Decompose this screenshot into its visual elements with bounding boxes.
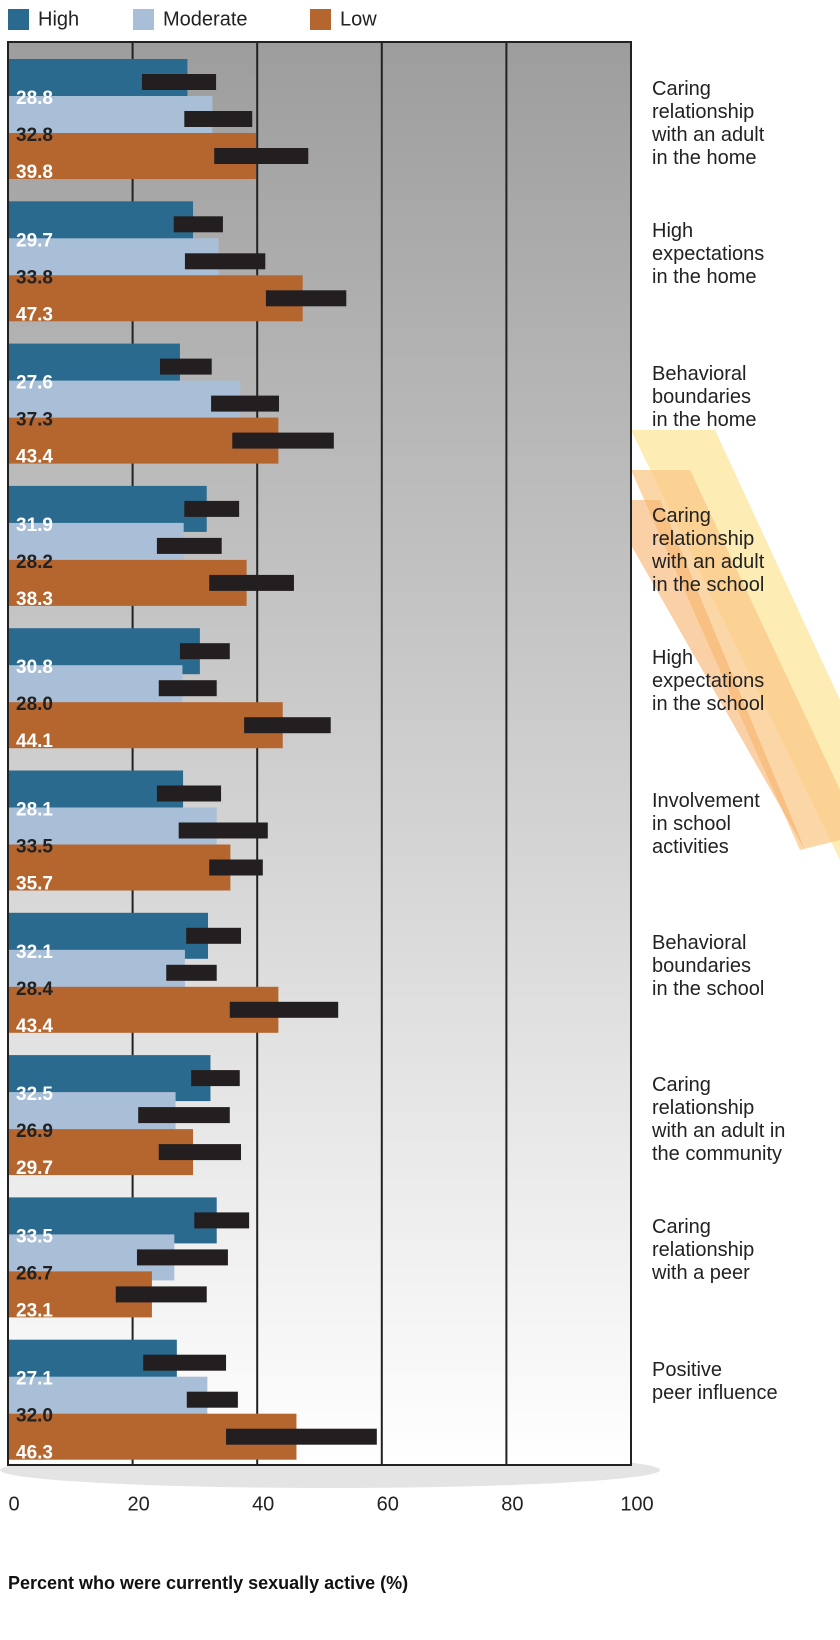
category-label: High expectations in the home bbox=[652, 220, 765, 289]
error-bar bbox=[186, 927, 242, 944]
error-bar bbox=[156, 537, 222, 554]
category-label: Caring relationship with an adult in the… bbox=[652, 504, 765, 596]
error-bar bbox=[158, 1144, 242, 1161]
value-label: 43.4 bbox=[16, 447, 53, 468]
value-label: 26.7 bbox=[16, 1263, 53, 1284]
value-label: 37.3 bbox=[16, 410, 53, 431]
bar bbox=[8, 844, 231, 891]
error-bar bbox=[141, 74, 217, 90]
category-label: High expectations in the school bbox=[652, 647, 765, 716]
x-tick-label: 60 bbox=[377, 1493, 399, 1515]
bar bbox=[8, 559, 247, 606]
value-label: 28.0 bbox=[16, 694, 53, 715]
error-bar bbox=[214, 148, 309, 164]
value-label: 28.2 bbox=[16, 552, 53, 573]
value-label: 44.1 bbox=[16, 731, 53, 752]
error-bar bbox=[184, 111, 253, 127]
legend-swatch bbox=[133, 9, 154, 30]
plot-frame bbox=[7, 41, 632, 1466]
error-bar bbox=[173, 216, 223, 233]
x-tick-label: 100 bbox=[620, 1493, 653, 1515]
value-label: 32.8 bbox=[16, 125, 53, 146]
error-bar bbox=[166, 964, 217, 981]
error-bar bbox=[265, 290, 347, 307]
error-bar bbox=[115, 1286, 207, 1303]
error-bar bbox=[232, 432, 334, 449]
value-label: 31.9 bbox=[16, 515, 53, 536]
legend-swatch bbox=[310, 9, 331, 30]
value-label: 46.3 bbox=[16, 1443, 53, 1464]
error-bar bbox=[156, 785, 222, 802]
value-label: 29.7 bbox=[16, 1158, 53, 1179]
legend-label: High bbox=[38, 8, 79, 30]
x-tick-label: 40 bbox=[252, 1493, 274, 1515]
x-tick-label: 0 bbox=[8, 1493, 19, 1515]
error-bar bbox=[244, 717, 331, 734]
legend-label: Moderate bbox=[163, 8, 248, 30]
error-bar bbox=[184, 500, 240, 517]
value-label: 32.1 bbox=[16, 942, 53, 963]
error-bar bbox=[186, 1391, 238, 1408]
value-label: 43.4 bbox=[16, 1016, 53, 1037]
x-axis-label: Percent who were currently sexually acti… bbox=[8, 1573, 408, 1593]
error-bar bbox=[209, 574, 294, 591]
error-bar bbox=[229, 1001, 339, 1018]
value-label: 29.7 bbox=[16, 230, 53, 251]
x-tick-label: 20 bbox=[127, 1493, 149, 1515]
error-bar bbox=[178, 822, 268, 839]
category-label: Behavioral boundaries in the home bbox=[652, 362, 757, 431]
value-label: 30.8 bbox=[16, 657, 53, 678]
value-label: 39.8 bbox=[16, 162, 53, 183]
value-label: 47.3 bbox=[16, 304, 53, 325]
error-bar bbox=[191, 1070, 240, 1087]
legend-label: Low bbox=[340, 8, 377, 30]
value-label: 26.9 bbox=[16, 1121, 53, 1142]
value-label: 33.8 bbox=[16, 267, 53, 288]
category-label: Caring relationship with an adult in the… bbox=[652, 78, 765, 169]
value-label: 32.0 bbox=[16, 1406, 53, 1427]
error-bar bbox=[160, 358, 212, 375]
error-bar bbox=[136, 1249, 228, 1266]
error-bar bbox=[211, 395, 280, 412]
value-label: 35.7 bbox=[16, 874, 53, 895]
value-label: 32.5 bbox=[16, 1084, 53, 1105]
error-bar bbox=[184, 253, 266, 270]
value-label: 27.6 bbox=[16, 373, 53, 394]
value-label: 28.1 bbox=[16, 800, 53, 821]
category-label: Behavioral boundaries in the school bbox=[652, 931, 765, 1000]
error-bar bbox=[143, 1354, 227, 1371]
value-label: 38.3 bbox=[16, 589, 53, 610]
error-bar bbox=[158, 680, 217, 697]
x-tick-label: 80 bbox=[501, 1493, 523, 1515]
category-label: Involvement in school activities bbox=[652, 789, 760, 858]
error-bar bbox=[226, 1428, 377, 1445]
category-label: Caring relationship with an adult in the… bbox=[652, 1074, 786, 1166]
value-label: 28.8 bbox=[16, 88, 53, 109]
value-label: 28.4 bbox=[16, 979, 53, 1000]
error-bar bbox=[194, 1212, 250, 1229]
value-label: 33.5 bbox=[16, 837, 53, 858]
value-label: 23.1 bbox=[16, 1300, 53, 1321]
legend-swatch bbox=[8, 9, 29, 30]
value-label: 27.1 bbox=[16, 1369, 53, 1390]
error-bar bbox=[209, 859, 263, 876]
category-label: Caring relationship with a peer bbox=[652, 1216, 755, 1285]
error-bar bbox=[179, 643, 230, 660]
bar bbox=[8, 702, 283, 749]
bar bbox=[8, 275, 303, 322]
category-label: Positive peer influence bbox=[652, 1358, 778, 1404]
value-label: 33.5 bbox=[16, 1226, 53, 1247]
error-bar bbox=[138, 1107, 230, 1124]
decoration bbox=[631, 500, 805, 850]
